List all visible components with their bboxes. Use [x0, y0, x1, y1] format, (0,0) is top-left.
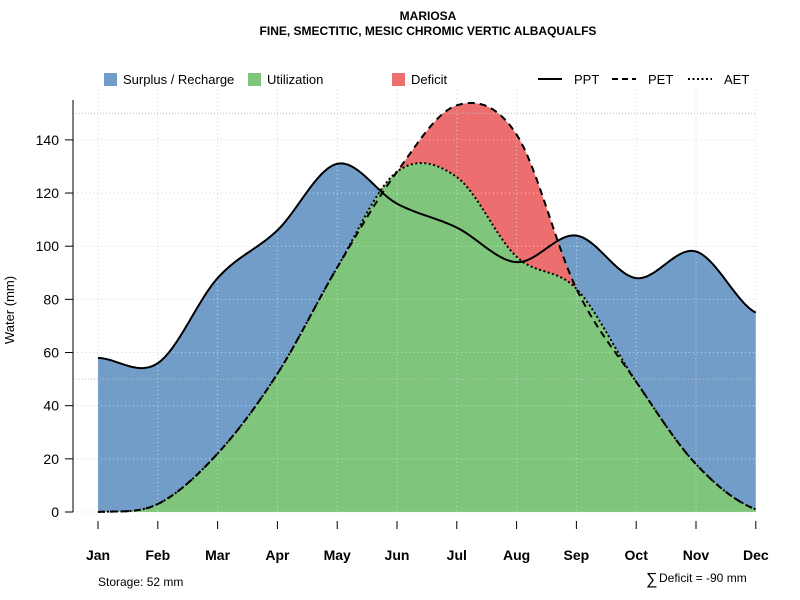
plot-area: [73, 90, 757, 513]
series-line-ppt: [97, 162, 757, 370]
y-tick-label-120: 120: [36, 185, 60, 201]
y-tick-label-60: 60: [43, 345, 59, 361]
x-tick-label-mar: Mar: [205, 547, 230, 563]
grid-lines: [73, 90, 757, 513]
deficit-annotation: Deficit = -90 mm: [659, 571, 747, 585]
storage-annotation: Storage: 52 mm: [98, 575, 183, 589]
legend-swatch-deficit: [392, 73, 405, 86]
y-tick-label-20: 20: [43, 451, 59, 467]
x-tick-label-feb: Feb: [145, 547, 170, 563]
legend-label-aet: AET: [724, 72, 749, 87]
series-line-pet: [97, 101, 757, 513]
legend-label-deficit: Deficit: [411, 72, 448, 87]
area-fills: [98, 102, 756, 512]
x-tick-label-jun: Jun: [385, 547, 410, 563]
y-tick-label-100: 100: [36, 238, 60, 254]
y-tick-label-0: 0: [51, 504, 59, 520]
legend-swatch-utilization: [248, 73, 261, 86]
x-tick-label-apr: Apr: [265, 547, 290, 563]
y-axis-label: Water (mm): [2, 276, 17, 344]
legend: Surplus / Recharge Utilization Deficit PPT P…: [104, 72, 749, 87]
x-tick-label-aug: Aug: [503, 547, 530, 563]
x-tick-label-jan: Jan: [86, 547, 110, 563]
x-tick-label-may: May: [324, 547, 351, 563]
y-tick-label-40: 40: [43, 398, 59, 414]
utilization-area: [98, 163, 756, 512]
legend-label-utilization: Utilization: [267, 72, 323, 87]
x-tick-label-dec: Dec: [743, 547, 769, 563]
x-tick-label-oct: Oct: [625, 547, 649, 563]
y-tick-label-80: 80: [43, 291, 59, 307]
series-line-aet: [97, 162, 757, 513]
x-tick-label-jul: Jul: [447, 547, 467, 563]
legend-label-ppt: PPT: [574, 72, 599, 87]
axes: 0 20 40 60 80 100 120 140 Jan Feb Mar Apr May Jun Jul A…: [36, 100, 769, 563]
chart-subtitle: FINE, SMECTITIC, MESIC CHROMIC VERTIC AL…: [260, 24, 597, 38]
summation-icon: ∑: [646, 571, 657, 588]
legend-swatch-surplus-recharge: [104, 73, 117, 86]
series-lines: [97, 101, 757, 513]
legend-label-pet: PET: [648, 72, 673, 87]
y-tick-label-140: 140: [36, 132, 60, 148]
x-tick-label-nov: Nov: [683, 547, 710, 563]
x-tick-label-sep: Sep: [564, 547, 590, 563]
legend-label-surplus-recharge: Surplus / Recharge: [123, 72, 234, 87]
chart-title: MARIOSA: [400, 9, 457, 23]
